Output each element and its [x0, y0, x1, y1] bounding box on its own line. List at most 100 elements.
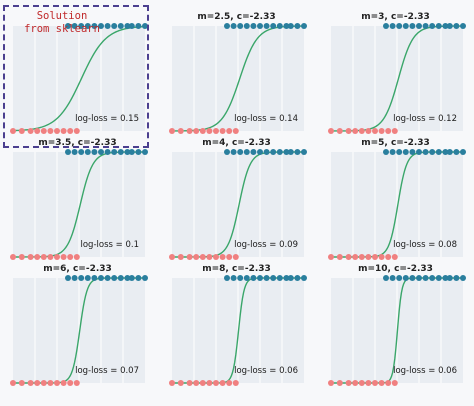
class1-point: [446, 275, 453, 281]
class1-point: [270, 149, 277, 155]
class0-point: [10, 254, 16, 260]
class0-point: [345, 254, 352, 260]
class1-point: [270, 275, 277, 281]
class1-point: [257, 149, 263, 155]
class1-point: [453, 275, 460, 281]
panel-plot: log-loss = 0.15: [10, 23, 148, 134]
chart-panel: m=4, c=-2.33 log-loss = 0.09: [163, 138, 310, 270]
chart-panel: m=8, c=-2.33 log-loss = 0.06: [163, 264, 310, 396]
class0-point: [177, 254, 184, 260]
class1-point: [98, 149, 104, 155]
log-loss-label: log-loss = 0.15: [75, 114, 139, 124]
class1-point: [135, 23, 142, 29]
class0-point: [365, 254, 372, 260]
class1-point: [257, 275, 263, 281]
class0-point: [219, 254, 226, 260]
class1-point: [287, 275, 294, 281]
class0-point: [213, 380, 219, 386]
class0-point: [206, 254, 213, 260]
class0-point: [358, 380, 365, 386]
class0-point: [206, 380, 213, 386]
class0-point: [193, 254, 200, 260]
class1-point: [84, 149, 91, 155]
class0-point: [169, 128, 175, 134]
class0-point: [232, 380, 239, 386]
class1-point: [78, 149, 85, 155]
class0-point: [365, 128, 372, 134]
panel-plot: log-loss = 0.12: [328, 23, 466, 134]
class1-point: [429, 149, 436, 155]
class1-point: [301, 149, 307, 155]
class0-point: [18, 254, 25, 260]
class1-point: [84, 23, 91, 29]
class1-point: [294, 275, 301, 281]
class0-point: [177, 380, 184, 386]
class0-point: [385, 128, 392, 134]
class1-point: [383, 149, 389, 155]
class1-point: [263, 275, 270, 281]
class0-point: [226, 380, 233, 386]
class0-point: [73, 254, 80, 260]
chart-panel: m=3, c=-2.33 log-loss = 0.12: [322, 12, 469, 144]
class0-point: [352, 128, 359, 134]
class0-point: [169, 380, 175, 386]
class1-point: [402, 149, 409, 155]
class0-point: [372, 254, 378, 260]
class1-point: [71, 275, 78, 281]
class1-point: [117, 149, 124, 155]
class1-point: [442, 275, 449, 281]
class0-point: [186, 128, 193, 134]
class0-point: [232, 254, 239, 260]
class0-point: [60, 380, 67, 386]
class1-point: [111, 149, 118, 155]
class1-point: [396, 149, 403, 155]
class1-point: [91, 275, 98, 281]
class0-point: [54, 128, 60, 134]
class1-point: [422, 275, 429, 281]
class1-point: [230, 275, 237, 281]
panel-plot: log-loss = 0.07: [10, 275, 148, 386]
panel-title: m=2.5, c=-2.33: [197, 12, 276, 22]
log-loss-label: log-loss = 0.07: [75, 366, 139, 376]
class1-point: [98, 23, 104, 29]
class0-point: [358, 254, 365, 260]
class1-point: [402, 23, 409, 29]
class1-point: [389, 149, 396, 155]
class0-point: [345, 380, 352, 386]
class1-point: [250, 149, 257, 155]
class0-point: [372, 128, 378, 134]
class0-point: [47, 128, 54, 134]
class0-point: [27, 254, 34, 260]
class1-point: [124, 23, 131, 29]
class1-point: [257, 23, 263, 29]
class1-point: [91, 23, 98, 29]
class1-point: [276, 275, 283, 281]
class0-point: [336, 254, 343, 260]
class1-point: [224, 23, 230, 29]
class1-point: [446, 23, 453, 29]
sklearn-callout-box: [3, 5, 149, 148]
class1-point: [396, 23, 403, 29]
log-loss-label: log-loss = 0.06: [393, 366, 457, 376]
class0-point: [73, 128, 80, 134]
class1-point: [243, 149, 250, 155]
class0-point: [177, 128, 184, 134]
class1-point: [283, 149, 290, 155]
class0-point: [40, 128, 47, 134]
class1-point: [389, 23, 396, 29]
class0-point: [219, 128, 226, 134]
class1-point: [276, 23, 283, 29]
class1-point: [453, 23, 460, 29]
class1-point: [78, 275, 85, 281]
class1-point: [442, 149, 449, 155]
class1-point: [91, 149, 98, 155]
class1-point: [422, 149, 429, 155]
class1-point: [117, 23, 124, 29]
log-loss-label: log-loss = 0.12: [393, 114, 457, 124]
class1-point: [135, 149, 142, 155]
class0-point: [67, 128, 74, 134]
class0-point: [226, 254, 233, 260]
panel-title: m=3, c=-2.33: [361, 12, 430, 22]
class0-point: [47, 380, 54, 386]
class1-point: [409, 275, 416, 281]
